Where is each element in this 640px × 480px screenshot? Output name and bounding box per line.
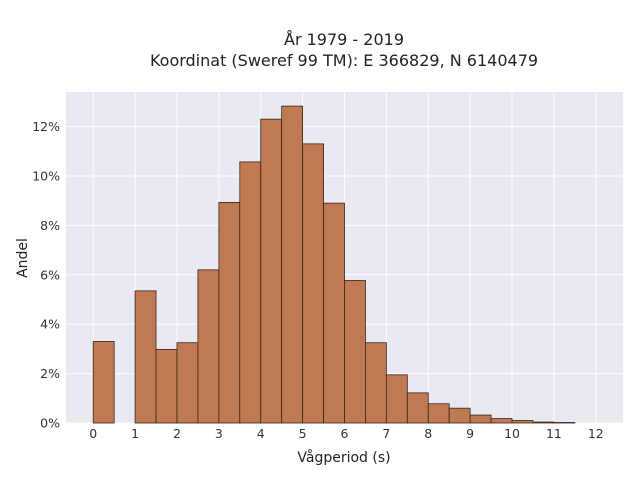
x-tick-label: 10	[504, 426, 520, 441]
x-tick-labels: 0 1 2 3 4 5 6 7 8 9 10 11 12	[89, 426, 603, 441]
histogram-bar	[155, 348, 178, 424]
y-axis-label: Andel	[15, 238, 31, 278]
histogram-bar	[134, 290, 157, 424]
x-tick-label: 5	[299, 426, 307, 441]
x-tick-label: 3	[215, 426, 223, 441]
y-tick-label: 10%	[32, 168, 60, 183]
x-tick-label: 8	[424, 426, 432, 441]
histogram-bar	[365, 342, 387, 424]
chart-title-line2: Koordinat (Sweref 99 TM): E 366829, N 61…	[150, 51, 538, 70]
histogram-bar	[218, 202, 241, 424]
histogram-bar	[448, 407, 471, 424]
y-tick-labels: 0% 2% 4% 6% 8% 10% 12%	[32, 119, 60, 430]
histogram-bar	[385, 374, 408, 424]
y-tick-label: 2%	[40, 366, 60, 381]
histogram-bar	[532, 421, 555, 424]
x-tick-label: 9	[466, 426, 474, 441]
histogram-bar	[302, 143, 324, 424]
y-tick-label: 6%	[40, 267, 60, 282]
histogram-bar	[406, 392, 429, 424]
histogram-bar	[469, 414, 492, 424]
bars	[92, 105, 576, 424]
x-tick-label: 6	[341, 426, 349, 441]
histogram-bar	[281, 105, 304, 424]
x-tick-label: 2	[173, 426, 181, 441]
histogram-bar	[344, 280, 366, 424]
histogram-bar	[92, 341, 115, 424]
x-axis-label: Vågperiod (s)	[297, 449, 390, 466]
x-tick-label: 0	[89, 426, 97, 441]
y-tick-label: 4%	[40, 317, 60, 332]
x-tick-label: 7	[382, 426, 390, 441]
y-tick-label: 12%	[32, 119, 60, 134]
histogram-bar	[197, 269, 220, 424]
x-tick-label: 1	[131, 426, 139, 441]
x-tick-label: 11	[546, 426, 562, 441]
histogram-bar	[427, 403, 450, 424]
histogram-bar	[511, 420, 534, 424]
histogram-bar	[176, 342, 199, 424]
histogram-bar	[323, 202, 345, 424]
histogram-bar	[490, 418, 513, 424]
y-tick-label: 0%	[40, 416, 60, 431]
chart-title-line1: År 1979 - 2019	[284, 30, 404, 49]
x-tick-label: 4	[257, 426, 265, 441]
histogram-bar	[260, 118, 283, 424]
histogram-bar	[239, 161, 262, 424]
x-tick-label: 12	[588, 426, 604, 441]
y-tick-label: 8%	[40, 218, 60, 233]
